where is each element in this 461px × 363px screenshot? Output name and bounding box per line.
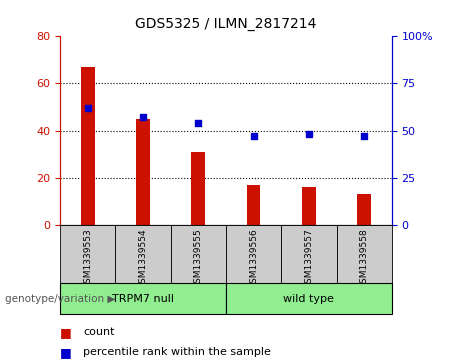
Text: ■: ■ bbox=[60, 326, 71, 339]
Bar bbox=[357, 195, 371, 225]
FancyBboxPatch shape bbox=[281, 225, 337, 283]
FancyBboxPatch shape bbox=[60, 283, 226, 314]
Point bbox=[250, 134, 257, 139]
FancyBboxPatch shape bbox=[226, 225, 281, 283]
Text: ■: ■ bbox=[60, 346, 71, 359]
FancyBboxPatch shape bbox=[337, 225, 392, 283]
Text: count: count bbox=[83, 327, 114, 337]
Bar bbox=[136, 119, 150, 225]
Text: GSM1339554: GSM1339554 bbox=[138, 228, 148, 289]
Point bbox=[361, 134, 368, 139]
Text: wild type: wild type bbox=[284, 294, 334, 303]
Text: GSM1339555: GSM1339555 bbox=[194, 228, 203, 289]
Text: GSM1339553: GSM1339553 bbox=[83, 228, 92, 289]
Point bbox=[305, 131, 313, 137]
Point bbox=[139, 115, 147, 121]
FancyBboxPatch shape bbox=[226, 283, 392, 314]
Bar bbox=[247, 185, 260, 225]
Text: genotype/variation ▶: genotype/variation ▶ bbox=[5, 294, 115, 303]
Bar bbox=[81, 67, 95, 225]
Text: TRPM7 null: TRPM7 null bbox=[112, 294, 174, 303]
FancyBboxPatch shape bbox=[115, 225, 171, 283]
Text: GSM1339557: GSM1339557 bbox=[304, 228, 313, 289]
Point bbox=[84, 105, 91, 111]
Title: GDS5325 / ILMN_2817214: GDS5325 / ILMN_2817214 bbox=[135, 17, 317, 31]
Text: GSM1339556: GSM1339556 bbox=[249, 228, 258, 289]
Bar bbox=[302, 187, 316, 225]
Text: percentile rank within the sample: percentile rank within the sample bbox=[83, 347, 271, 357]
Text: GSM1339558: GSM1339558 bbox=[360, 228, 369, 289]
FancyBboxPatch shape bbox=[171, 225, 226, 283]
Point bbox=[195, 120, 202, 126]
FancyBboxPatch shape bbox=[60, 225, 115, 283]
Bar bbox=[191, 152, 205, 225]
